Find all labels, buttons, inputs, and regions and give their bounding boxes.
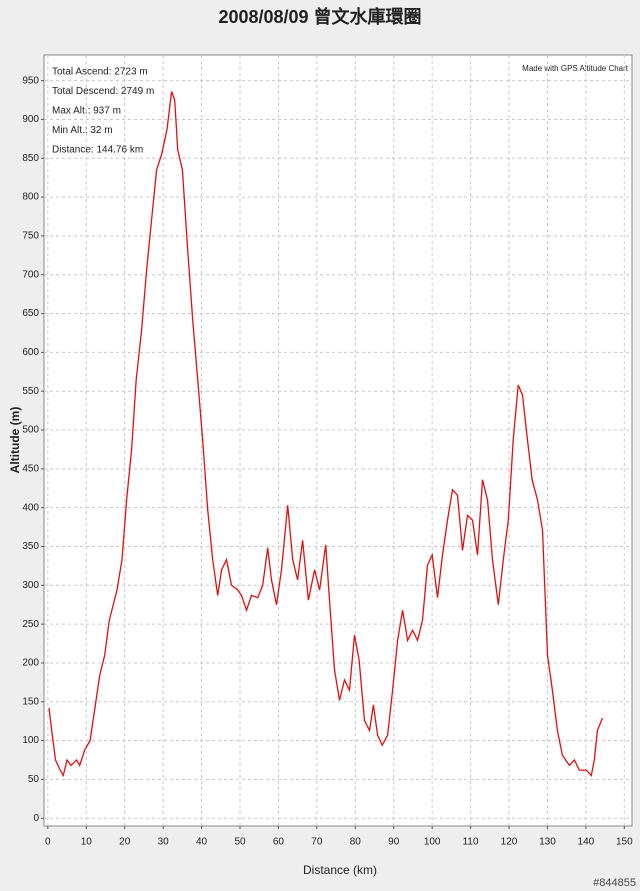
x-tick-label: 0 <box>45 837 51 848</box>
y-tick-label: 750 <box>22 231 39 242</box>
x-tick-label: 110 <box>463 837 479 848</box>
y-tick-label: 300 <box>22 580 39 591</box>
chart-title: 2008/08/09 曾文水庫環圈 <box>218 6 421 27</box>
altitude-line <box>48 91 604 778</box>
y-tick-label: 950 <box>22 75 39 86</box>
x-tick-label: 40 <box>196 837 208 848</box>
y-tick-label: 0 <box>33 813 39 824</box>
y-tick-label: 500 <box>22 425 39 436</box>
x-tick-label: 120 <box>501 837 518 848</box>
x-tick-label: 20 <box>119 837 131 848</box>
y-tick-label: 550 <box>22 386 39 397</box>
x-tick-label: 50 <box>234 837 246 848</box>
stat-annotation: Distance: 144.76 km <box>52 145 143 156</box>
y-tick-label: 200 <box>22 658 39 669</box>
y-tick-label: 800 <box>22 192 39 203</box>
y-axis-label: Altitude (m) <box>8 407 22 474</box>
y-tick-label: 350 <box>22 541 39 552</box>
x-tick-label: 30 <box>158 837 170 848</box>
y-tick-label: 400 <box>22 502 39 513</box>
y-tick-label: 100 <box>22 735 39 746</box>
y-tick-label: 650 <box>22 308 39 319</box>
x-tick-label: 100 <box>424 837 441 848</box>
x-tick-label: 10 <box>81 837 93 848</box>
x-tick-label: 140 <box>578 837 595 848</box>
y-tick-label: 250 <box>22 619 39 630</box>
x-tick-label: 70 <box>311 837 323 848</box>
y-tick-label: 850 <box>22 153 39 164</box>
x-tick-label: 80 <box>350 837 362 848</box>
y-tick-label: 150 <box>22 696 39 707</box>
y-tick-label: 700 <box>22 269 39 280</box>
stat-annotation: Min Alt.: 32 m <box>52 125 113 136</box>
stat-annotation: Max Alt.: 937 m <box>52 106 121 117</box>
x-axis-label: Distance (km) <box>303 863 377 877</box>
x-tick-label: 130 <box>539 837 556 848</box>
y-tick-label: 450 <box>22 463 39 474</box>
watermark: #844855 <box>593 877 636 889</box>
x-tick-label: 150 <box>616 837 633 848</box>
x-tick-label: 60 <box>273 837 285 848</box>
credit: Made with GPS Altitude Chart <box>522 64 629 73</box>
y-tick-label: 50 <box>28 774 40 785</box>
y-tick-label: 600 <box>22 347 39 358</box>
plot-area <box>43 54 633 827</box>
stat-annotation: Total Descend: 2749 m <box>52 86 154 97</box>
x-tick-label: 90 <box>388 837 400 848</box>
stat-annotation: Total Ascend: 2723 m <box>52 67 148 78</box>
y-tick-label: 900 <box>22 114 39 125</box>
